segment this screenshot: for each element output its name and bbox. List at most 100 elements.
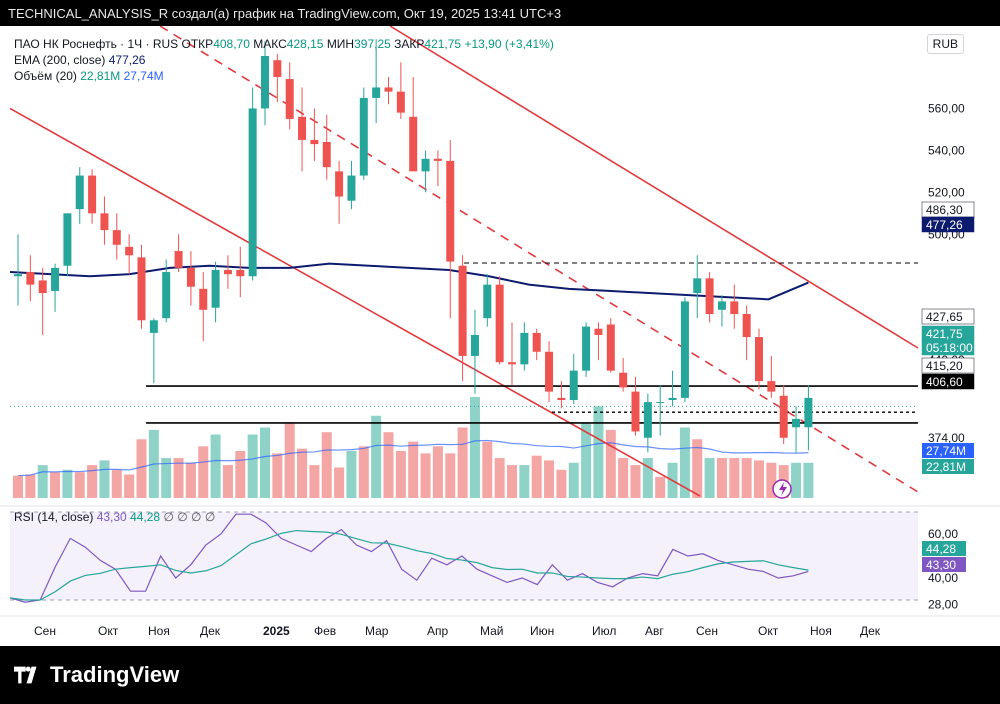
time-tick: Фев (314, 624, 336, 638)
candle-body (372, 87, 381, 98)
price-label: 486,30 (926, 203, 963, 217)
ema-value: 477,26 (108, 53, 146, 67)
volume-bar (198, 446, 209, 498)
ema-200-line (9, 262, 809, 301)
rsi-value-1: 43,30 (96, 510, 127, 524)
candle-body (199, 288, 208, 310)
candle-body (162, 272, 171, 319)
volume-bar (803, 462, 814, 498)
volume-bar (346, 451, 357, 498)
candle-body (779, 395, 788, 438)
volume-value-2: 27,74M (123, 69, 164, 83)
candle-body (705, 278, 714, 314)
time-tick: Июн (530, 624, 554, 638)
chart-legend: ПАО НК Роснефть · 1Ч · RUS ОТКР408,70 МА… (14, 36, 554, 84)
candle-body (359, 97, 368, 176)
low-value: 397,25 (354, 37, 391, 51)
time-tick: Сен (696, 624, 718, 638)
price-chart[interactable]: 560,00540,00520,00500,00460,00440,00389,… (0, 26, 1000, 646)
volume-bar (630, 465, 641, 498)
volume-bar (556, 469, 567, 498)
volume-bar (358, 446, 369, 498)
volume-bar (272, 453, 283, 498)
candle-body (730, 301, 739, 314)
close-value: 421,75 (424, 37, 462, 51)
volume-bar (210, 434, 221, 498)
volume-bar (185, 462, 196, 498)
volume-bar (371, 415, 382, 498)
volume-bar (581, 422, 592, 498)
volume-bar (716, 458, 727, 498)
price-tick: 540,00 (928, 143, 965, 157)
price-label-box (921, 216, 975, 233)
volume-bar (605, 429, 616, 498)
trendline-upper (389, 26, 919, 349)
volume-bar (655, 476, 666, 498)
candle-body (742, 314, 751, 338)
candle-body (532, 332, 541, 352)
volume-label-box (922, 459, 974, 474)
volume-bar (568, 462, 579, 498)
candle-body (470, 334, 479, 356)
price-label: 427,65 (926, 310, 963, 324)
candle-body (26, 272, 35, 285)
open-value: 408,70 (213, 37, 250, 51)
volume-bar (99, 460, 110, 498)
high-label: МАКС (253, 37, 287, 51)
volume-bar (395, 451, 406, 498)
rsi-band (10, 512, 918, 600)
volume-ma-line (17, 439, 809, 477)
candle-body (75, 175, 84, 210)
volume-bar (457, 427, 468, 498)
volume-bar (741, 458, 752, 498)
rsi-tick: 40,00 (928, 571, 958, 585)
volume-label-box (922, 443, 974, 458)
candle-body (149, 320, 158, 333)
time-tick: 2025 (263, 624, 290, 638)
volume-bar (25, 474, 36, 498)
volume-bar (111, 469, 122, 498)
currency-button[interactable]: RUB (926, 34, 964, 54)
volume-bar (62, 469, 73, 498)
candle-body (483, 284, 492, 319)
rsi-line (9, 513, 809, 603)
volume-bar (321, 432, 332, 498)
tradingview-logo[interactable]: TradingView (14, 662, 179, 688)
volume-bar (679, 427, 690, 498)
ema-label[interactable]: EMA (200, close) (14, 53, 106, 67)
candle-body (433, 158, 442, 161)
candle-body (717, 301, 726, 310)
volume-bar (766, 462, 777, 498)
volume-value-1: 22,81M (80, 69, 121, 83)
candle-body (755, 337, 763, 382)
volume-bar (593, 406, 604, 498)
volume-bar (297, 448, 308, 498)
volume-label[interactable]: Объём (20) (14, 69, 77, 83)
volume-bar (136, 439, 147, 498)
volume-bar (704, 458, 715, 498)
volume-bar (420, 453, 431, 498)
volume-bar (235, 451, 246, 498)
lightning-bolt-icon (779, 482, 787, 496)
rsi-label[interactable]: RSI (14, close) (14, 510, 94, 524)
tradingview-logo-icon (14, 666, 37, 684)
chart-panel: 560,00540,00520,00500,00460,00440,00389,… (0, 26, 1000, 646)
candle-body (285, 79, 294, 119)
candle-body (125, 246, 134, 256)
candle-body (112, 230, 121, 245)
candle-body (557, 397, 566, 400)
price-label: 421,75 (926, 327, 963, 341)
candle-body (767, 381, 776, 392)
volume-bar (432, 446, 443, 498)
volume-bar (519, 465, 530, 498)
volume-bar (507, 465, 517, 498)
volume-bar (222, 465, 233, 498)
candle-body (619, 372, 628, 388)
candle-body (446, 160, 455, 262)
rsi-tick: 60,00 (928, 527, 958, 541)
volume-bar (754, 460, 764, 498)
volume-bar (87, 465, 98, 498)
candle-body (458, 265, 467, 356)
candle-body (409, 116, 418, 172)
symbol-label[interactable]: ПАО НК Роснефть · 1Ч · RUS (14, 37, 179, 51)
